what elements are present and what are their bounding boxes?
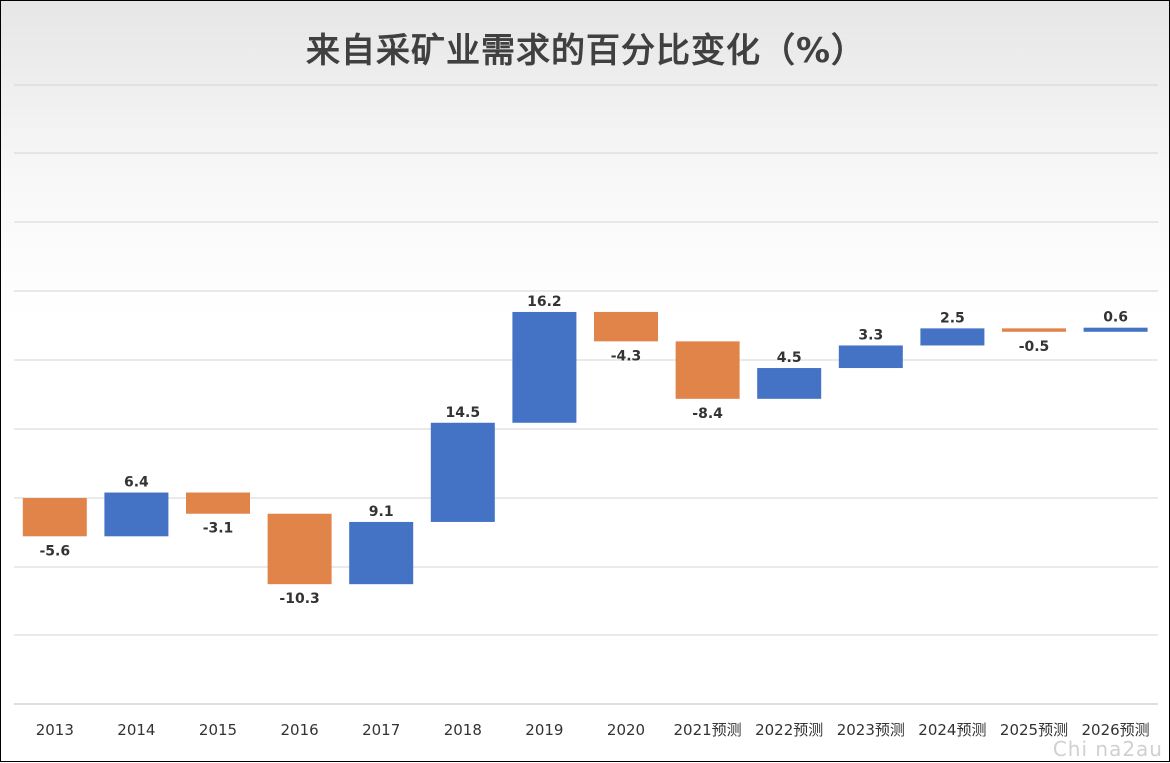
increase-bar	[104, 492, 169, 537]
x-tick-label: 2026预测	[1082, 721, 1150, 739]
chart-title: 来自采矿业需求的百分比变化（%）	[305, 31, 867, 71]
gridlines	[14, 84, 1158, 705]
data-label: -4.3	[611, 348, 642, 364]
decrease-bar	[675, 341, 740, 399]
increase-bar	[349, 521, 414, 585]
x-tick-label: 2019	[525, 721, 563, 739]
data-label: 9.1	[369, 504, 394, 520]
bars	[22, 311, 1148, 585]
x-tick-label: 2023预测	[837, 721, 905, 739]
watermark-text: Chi na2au	[1052, 737, 1163, 761]
decrease-bar	[594, 311, 658, 342]
x-tick-label: 2015	[199, 721, 237, 739]
x-axis-tick-labels: 2013 2014 2015 2016 2017 2018 2019 2020 2021预测 20…	[36, 721, 1150, 739]
x-tick-label: 2013	[36, 721, 74, 739]
decrease-bar	[22, 498, 87, 537]
increase-bar	[838, 345, 903, 369]
x-tick-label: 2016	[281, 721, 319, 739]
x-tick-label: 2018	[444, 721, 482, 739]
data-label: -10.3	[279, 591, 319, 607]
x-tick-label: 2017	[362, 721, 400, 739]
data-label: 6.4	[124, 475, 149, 491]
data-label: -5.6	[39, 543, 70, 559]
increase-bar	[1083, 327, 1148, 332]
x-tick-label: 2014	[117, 721, 155, 739]
x-tick-label: 2022预测	[755, 721, 823, 739]
data-label: 3.3	[858, 327, 883, 343]
data-label: 16.2	[527, 294, 562, 310]
increase-bar	[430, 422, 495, 522]
data-labels: -5.6 6.4 -3.1 -10.3 9.1 14.5 16.2 -4.3 -8.4 4.5 3.…	[39, 294, 1128, 607]
data-label: 2.5	[940, 310, 965, 326]
x-tick-label: 2021预测	[674, 721, 742, 739]
data-label: -3.1	[203, 521, 234, 537]
x-tick-label: 2020	[607, 721, 645, 739]
data-label: -8.4	[692, 406, 723, 422]
data-label: -0.5	[1019, 339, 1050, 355]
data-label: 14.5	[446, 405, 481, 421]
increase-bar	[757, 368, 822, 399]
increase-bar	[920, 328, 985, 346]
x-tick-label: 2025预测	[1000, 721, 1068, 739]
data-label: 4.5	[777, 350, 802, 366]
data-label: 0.6	[1103, 310, 1128, 326]
decrease-bar	[186, 492, 250, 514]
increase-bar	[512, 311, 577, 423]
x-tick-label: 2024预测	[918, 721, 986, 739]
decrease-bar	[1002, 328, 1066, 332]
decrease-bar	[267, 513, 332, 585]
